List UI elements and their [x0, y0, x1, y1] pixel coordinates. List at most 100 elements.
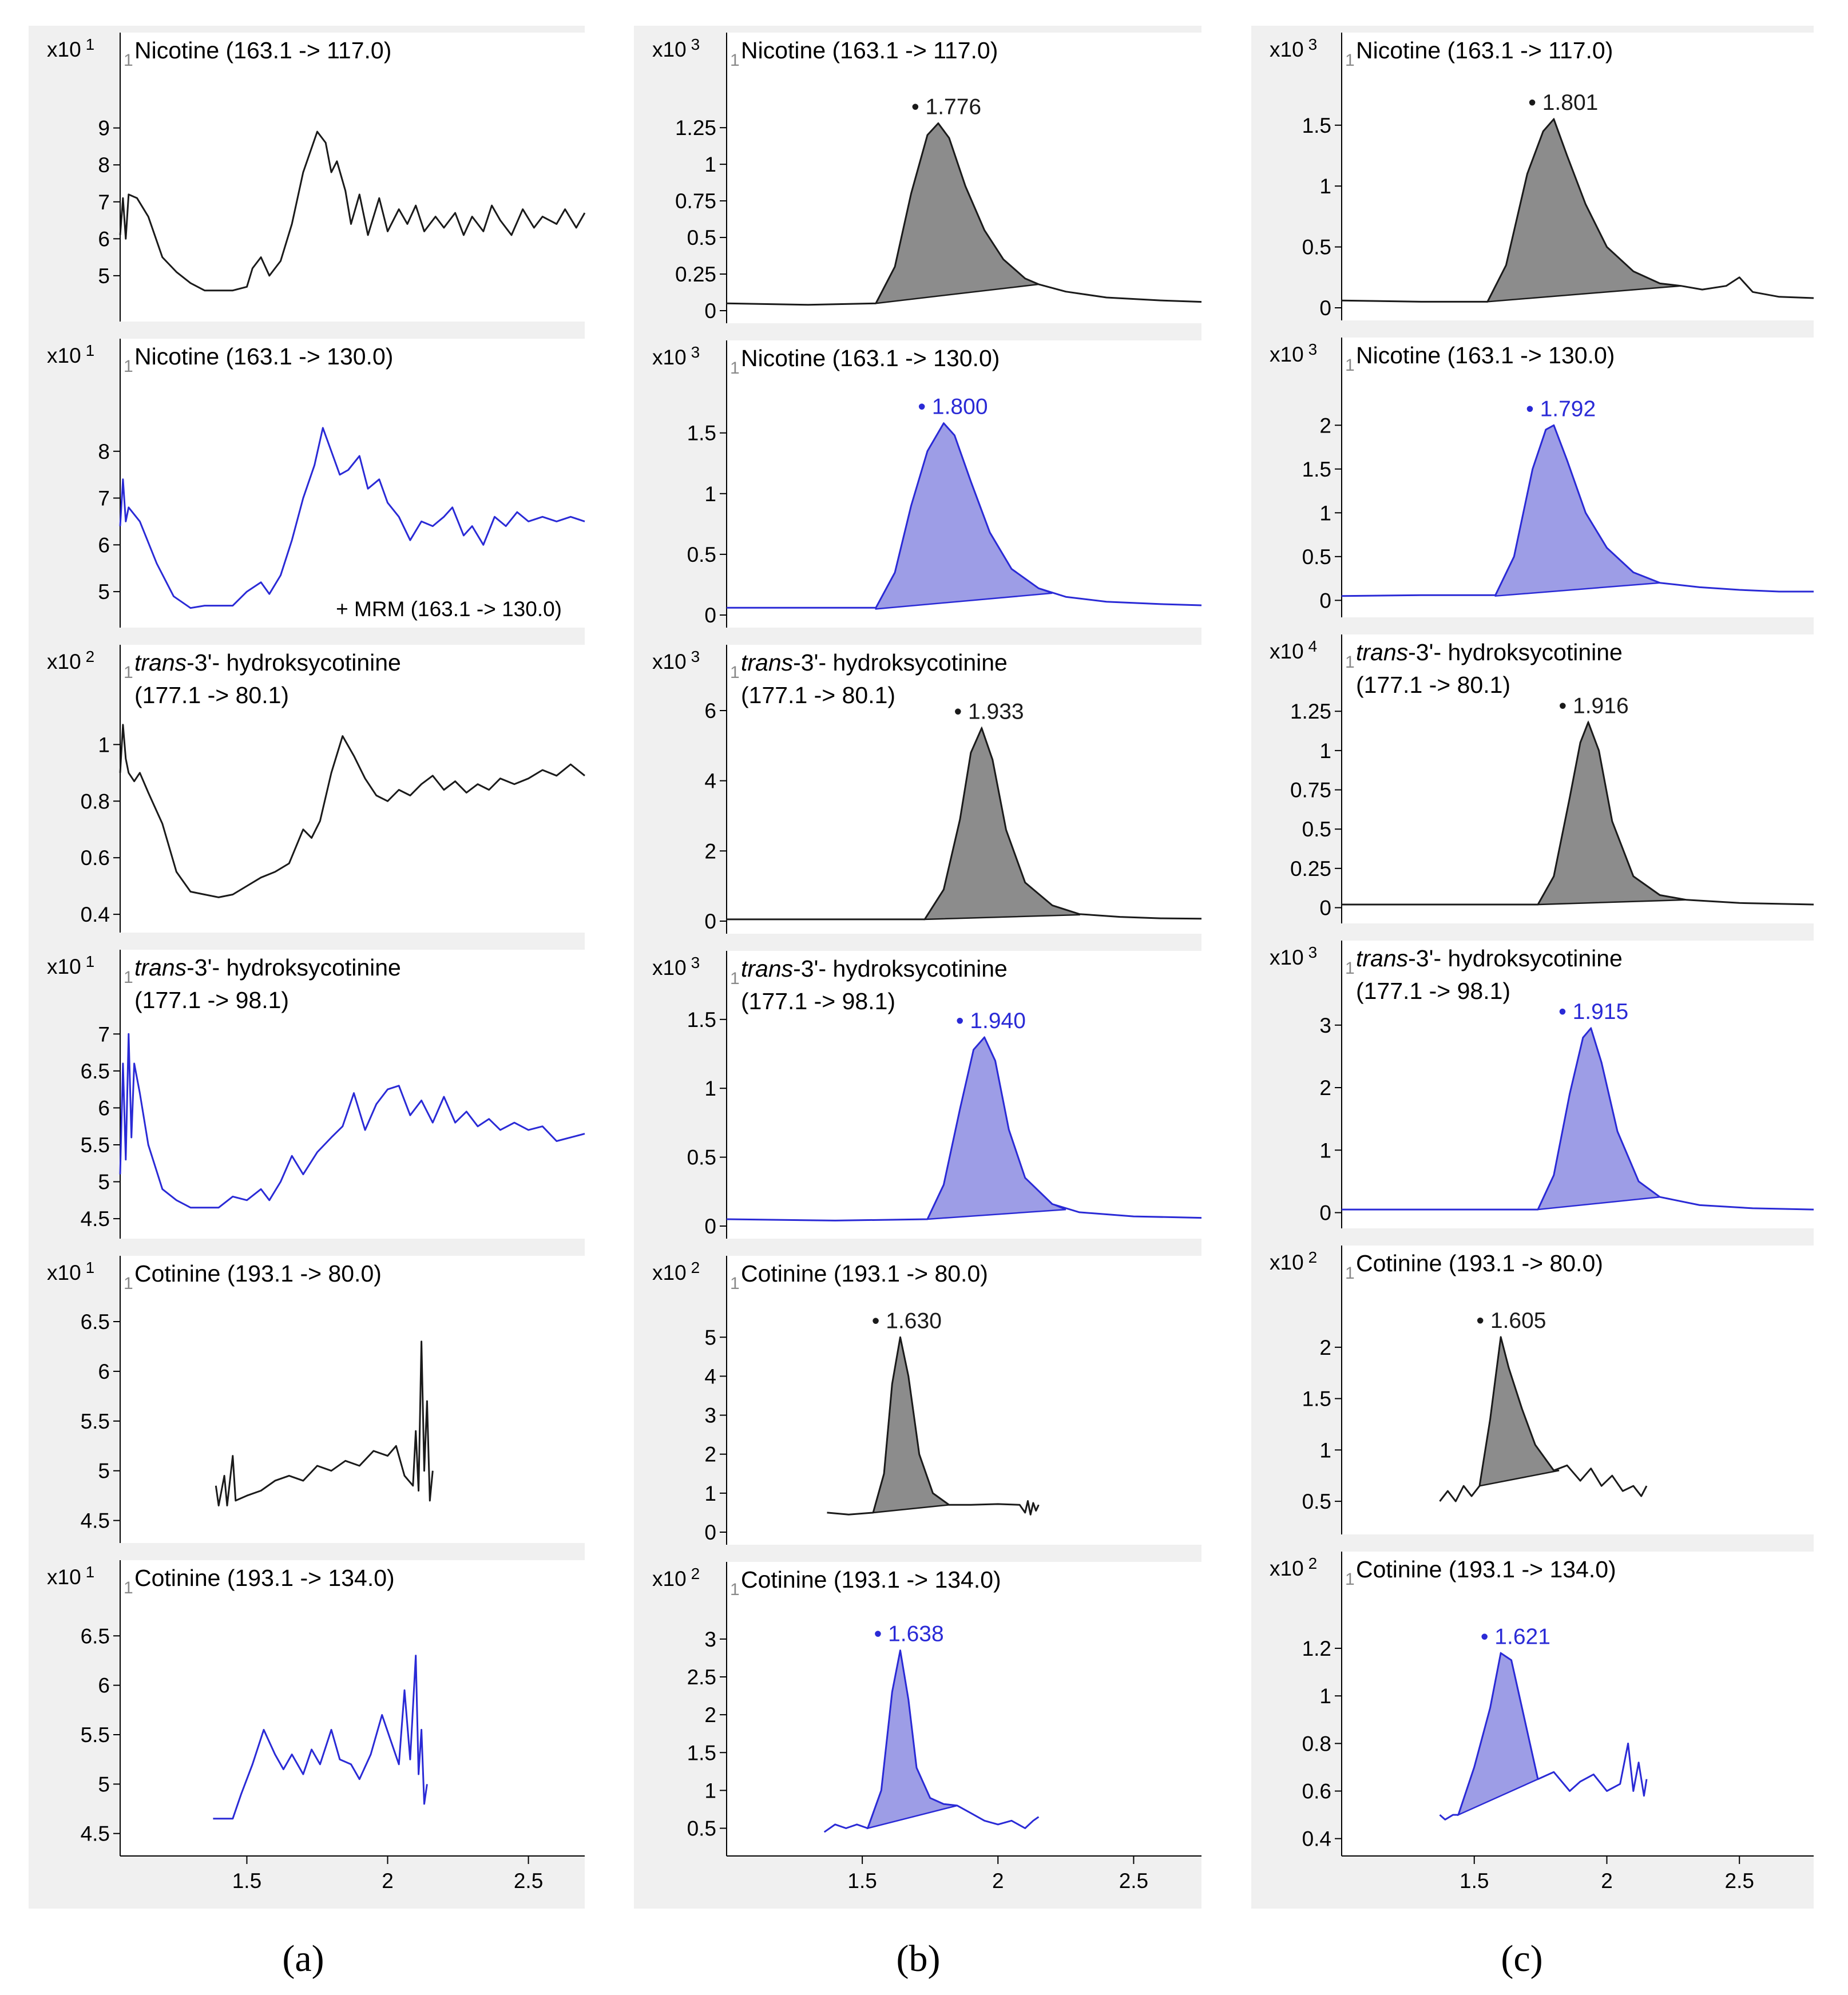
trace-index-label: 1	[730, 51, 740, 70]
y-tick-label: 0.8	[81, 790, 110, 813]
panel-title: Cotinine (193.1 -> 80.0)	[741, 1260, 988, 1287]
y-tick-label: 3	[1319, 1014, 1331, 1037]
y-tick-label: 6	[98, 533, 110, 557]
chromatogram-trace	[1342, 721, 1814, 906]
y-tick-label: 0.5	[687, 226, 716, 249]
y-tick-label: 4.5	[81, 1509, 110, 1533]
y-tick-label: 0.6	[1302, 1780, 1331, 1803]
x-tick-label: 2	[1601, 1869, 1613, 1893]
panel-title: Nicotine (163.1 -> 117.0)	[1356, 37, 1613, 64]
chromatogram-trace	[727, 422, 1202, 609]
chromatogram-trace	[215, 1340, 434, 1506]
y-tick-label: 2.5	[687, 1665, 716, 1689]
trace-index-label: 1	[124, 663, 133, 682]
y-tick-label: 1	[704, 153, 716, 176]
y-tick-label: 0	[704, 604, 716, 627]
peak-retention-label: • 1.915	[1558, 1000, 1628, 1024]
y-tick-label: 0.5	[687, 1817, 716, 1841]
y-tick-label: 1	[1319, 174, 1331, 198]
y-tick-label: 0.6	[81, 846, 110, 870]
y-exponent: 3	[691, 648, 700, 665]
y-exponent: 1	[86, 342, 95, 359]
panel-title: trans-3'- hydroksycotinine	[741, 955, 1008, 982]
x-tick-label: 2	[992, 1869, 1004, 1893]
y-exponent: 3	[691, 954, 700, 971]
peak-retention-label: • 1.638	[874, 1622, 944, 1647]
y-tick-label: 0	[1319, 296, 1331, 320]
y-tick-label: 5.5	[81, 1410, 110, 1433]
y-tick-label: 8	[98, 153, 110, 177]
y-exponent: 1	[86, 953, 95, 970]
peak-retention-label: • 1.621	[1481, 1624, 1550, 1649]
panel-title: trans-3'- hydroksycotinine	[134, 954, 401, 981]
panel-title-italic: trans	[1356, 945, 1408, 971]
peak-retention-label: • 1.776	[911, 94, 981, 119]
y-tick-label: 5	[98, 1171, 110, 1194]
panel-title: Nicotine (163.1 -> 130.0)	[1356, 342, 1615, 368]
y-exponent: 2	[1308, 1248, 1318, 1266]
plot-area	[727, 1256, 1201, 1545]
y-tick-label: 1	[98, 733, 110, 756]
y-tick-label: 0.5	[1302, 545, 1331, 569]
chromatogram-trace	[119, 427, 585, 609]
y-tick-label: 0.5	[1302, 818, 1331, 841]
peak-retention-label: • 1.933	[954, 700, 1024, 724]
y-tick-label: 0	[704, 1521, 716, 1544]
panel-title-transition: (177.1 -> 80.1)	[741, 682, 895, 708]
y-tick-label: 1.5	[1302, 1387, 1331, 1411]
y-tick-label: 1	[1319, 501, 1331, 525]
plot-area	[120, 339, 585, 628]
y-tick-label: 6.5	[81, 1624, 110, 1648]
y-tick-label: 2	[1319, 1336, 1331, 1359]
trace-index-label: 1	[1345, 1570, 1355, 1589]
y-tick-label: 0	[704, 910, 716, 933]
y-tick-label: 0.5	[687, 543, 716, 566]
panel-title: Cotinine (193.1 -> 134.0)	[1356, 1556, 1616, 1582]
y-tick-label: 5	[98, 580, 110, 604]
chromatogram-trace	[1341, 118, 1814, 303]
y-exponent: 3	[691, 35, 700, 53]
y-tick-label: 0.5	[1302, 236, 1331, 259]
y-tick-label: 9	[98, 117, 110, 140]
y-tick-label: 5.5	[81, 1723, 110, 1747]
y-tick-label: 4	[704, 770, 716, 793]
y-tick-label: 6.5	[81, 1060, 110, 1083]
y-tick-label: 5	[98, 1459, 110, 1483]
y-tick-label: 5	[98, 1772, 110, 1796]
panel-title-transition: (177.1 -> 80.1)	[1356, 672, 1510, 698]
plot-area	[120, 1560, 585, 1856]
panel-title: Nicotine (163.1 -> 117.0)	[741, 37, 998, 64]
y-tick-label: 4.5	[81, 1207, 110, 1231]
panel-title-italic: trans	[1356, 639, 1408, 665]
mrm-annotation: + MRM (163.1 -> 130.0)	[336, 597, 562, 621]
y-exponent: 3	[1308, 35, 1318, 53]
y-tick-label: 2	[1319, 414, 1331, 437]
peak-retention-label: • 1.940	[956, 1009, 1026, 1033]
panel-title-transition: (177.1 -> 98.1)	[741, 988, 895, 1014]
y-tick-label: 0.25	[1290, 857, 1331, 881]
trace-index-label: 1	[124, 1578, 133, 1597]
x-tick-label: 2.5	[514, 1869, 543, 1893]
y-tick-label: 0.4	[81, 903, 110, 926]
trace-index-label: 1	[124, 1274, 133, 1293]
y-tick-label: 0.25	[675, 263, 716, 286]
plot-area	[1342, 1552, 1814, 1856]
y-tick-label: 0	[704, 1215, 716, 1238]
x-tick-label: 1.5	[847, 1869, 877, 1893]
y-tick-label: 0.75	[675, 189, 716, 213]
y-tick-label: 1.5	[687, 1741, 716, 1764]
y-exponent: 4	[1308, 637, 1318, 655]
trace-index-label: 1	[1345, 1264, 1355, 1283]
y-tick-label: 1	[704, 482, 716, 506]
plot-area	[120, 33, 585, 322]
y-tick-label: 0.5	[687, 1146, 716, 1169]
y-tick-label: 0	[1319, 897, 1331, 920]
panel-title: trans-3'- hydroksycotinine	[134, 649, 401, 676]
